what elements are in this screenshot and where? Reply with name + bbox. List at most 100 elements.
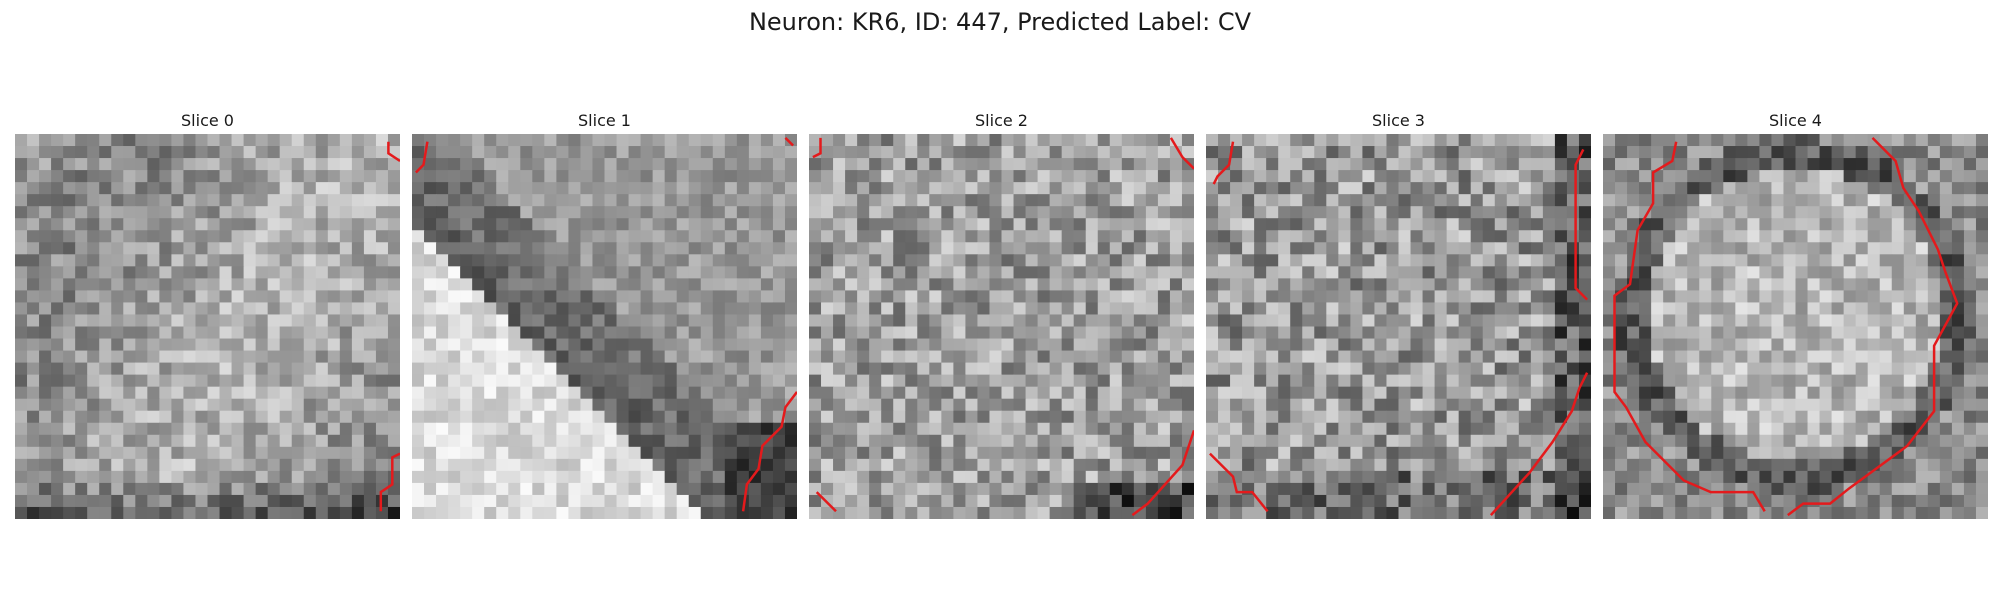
- pixel: [1314, 494, 1327, 508]
- pixel: [15, 170, 28, 183]
- pixel: [1302, 434, 1315, 448]
- pixel: [688, 422, 702, 436]
- pixel: [604, 350, 618, 364]
- pixel: [472, 290, 485, 304]
- pixel: [736, 290, 750, 304]
- pixel: [1181, 494, 1194, 508]
- pixel: [1025, 350, 1039, 364]
- pixel: [881, 302, 894, 316]
- pixel: [207, 446, 221, 460]
- pixel: [977, 206, 991, 219]
- pixel: [1855, 386, 1869, 400]
- pixel: [171, 134, 185, 147]
- pixel: [652, 254, 666, 267]
- pixel: [1278, 194, 1291, 207]
- pixel: [39, 374, 52, 388]
- pixel: [580, 242, 594, 255]
- pixel: [339, 362, 353, 376]
- pixel: [1554, 398, 1568, 412]
- pixel: [676, 314, 690, 328]
- pixel: [989, 146, 1003, 159]
- pixel: [772, 494, 786, 508]
- pixel: [219, 506, 233, 519]
- pixel: [147, 314, 160, 328]
- pixel: [412, 470, 425, 484]
- pixel: [821, 326, 834, 340]
- pixel: [676, 482, 690, 496]
- pixel: [75, 482, 88, 496]
- pixel: [1603, 230, 1616, 243]
- pixel: [857, 434, 870, 448]
- pixel: [1278, 434, 1291, 448]
- slice-panel-0: Slice 0: [15, 110, 400, 519]
- pixel: [1386, 242, 1400, 255]
- pixel: [1398, 302, 1412, 316]
- pixel: [1603, 326, 1616, 340]
- pixel: [1903, 170, 1917, 183]
- pixel: [111, 290, 124, 304]
- pixel: [989, 350, 1003, 364]
- pixel: [1145, 206, 1159, 219]
- pixel: [448, 398, 461, 412]
- pixel: [1795, 206, 1809, 219]
- pixel: [484, 350, 497, 364]
- pixel: [1109, 374, 1123, 388]
- pixel: [1747, 206, 1761, 219]
- pixel: [27, 290, 40, 304]
- pixel: [183, 290, 197, 304]
- pixel: [1578, 266, 1591, 279]
- pixel: [628, 170, 642, 183]
- pixel: [989, 158, 1003, 171]
- pixel: [135, 302, 148, 316]
- pixel: [977, 278, 991, 292]
- pixel: [1145, 398, 1159, 412]
- pixel: [809, 194, 822, 207]
- pixel: [1518, 350, 1532, 364]
- pixel: [195, 230, 209, 243]
- pixel: [1374, 218, 1388, 231]
- pixel: [857, 374, 870, 388]
- pixel: [1783, 386, 1797, 400]
- pixel: [1723, 422, 1736, 436]
- pixel: [1903, 398, 1917, 412]
- pixel: [327, 182, 341, 195]
- pixel: [1855, 230, 1869, 243]
- pixel: [1711, 374, 1724, 388]
- pixel: [1061, 410, 1075, 424]
- pixel: [965, 242, 979, 255]
- pixel: [207, 350, 221, 364]
- pixel: [111, 506, 124, 519]
- pixel: [363, 374, 377, 388]
- pixel: [448, 458, 461, 472]
- pixel: [351, 470, 365, 484]
- pixel: [1747, 242, 1761, 255]
- pixel: [123, 254, 136, 267]
- pixel: [1157, 350, 1171, 364]
- pixel: [556, 482, 570, 496]
- pixel: [291, 350, 305, 364]
- pixel: [1843, 326, 1857, 340]
- pixel: [1338, 494, 1351, 508]
- pixel: [1374, 446, 1388, 460]
- pixel: [664, 254, 678, 267]
- pixel: [255, 386, 269, 400]
- pixel: [39, 206, 52, 219]
- pixel: [1302, 134, 1315, 147]
- pixel: [1374, 206, 1388, 219]
- pixel: [881, 446, 894, 460]
- pixel: [1121, 506, 1135, 519]
- pixel: [1963, 134, 1977, 147]
- pixel: [1434, 470, 1448, 484]
- pixel: [1615, 242, 1628, 255]
- pixel: [640, 446, 654, 460]
- pixel: [123, 182, 136, 195]
- pixel: [893, 182, 906, 195]
- pixel: [508, 470, 521, 484]
- pixel: [1663, 194, 1676, 207]
- pixel: [183, 362, 197, 376]
- pixel: [760, 458, 774, 472]
- pixel: [496, 158, 509, 171]
- pixel: [315, 242, 329, 255]
- pixel: [1398, 470, 1412, 484]
- pixel: [628, 386, 642, 400]
